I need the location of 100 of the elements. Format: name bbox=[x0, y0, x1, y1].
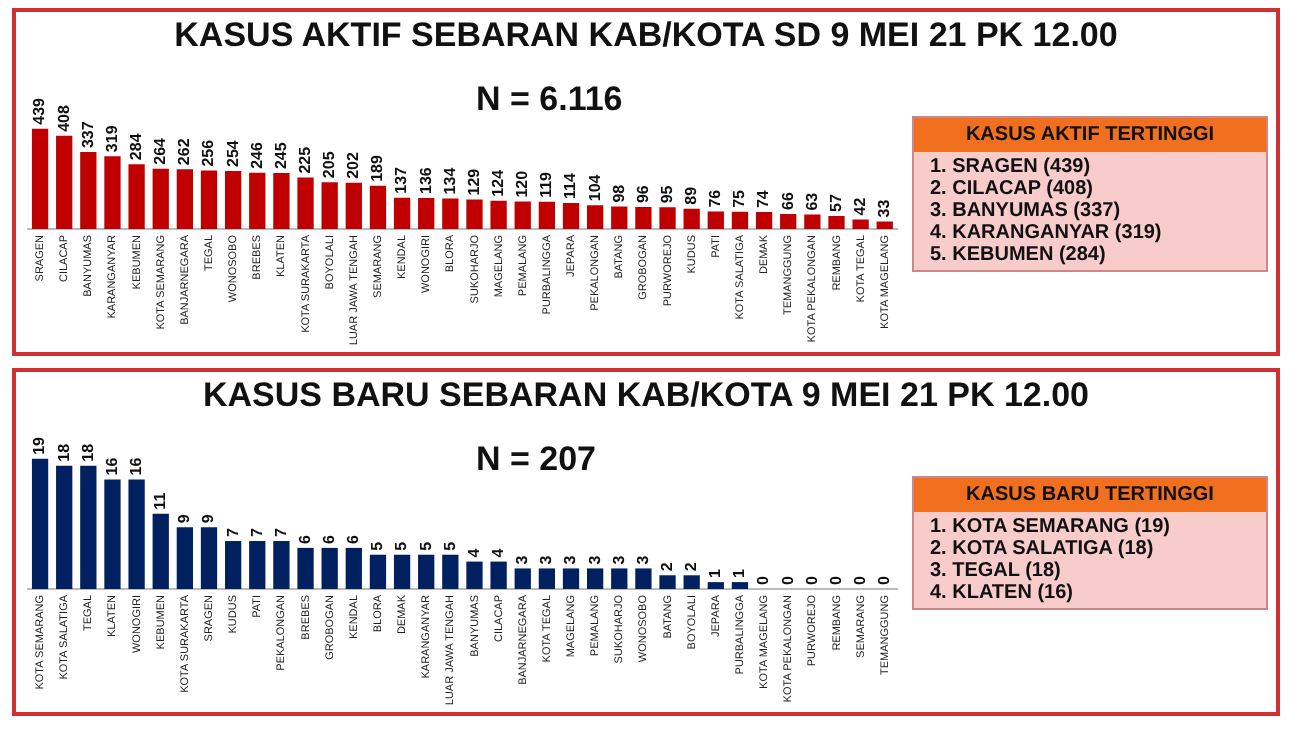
bar bbox=[466, 561, 483, 589]
bar bbox=[635, 207, 652, 229]
data-label: 16 bbox=[102, 456, 121, 476]
data-label: 74 bbox=[754, 189, 773, 209]
bar bbox=[393, 197, 411, 229]
data-label: 5 bbox=[368, 540, 387, 551]
bar bbox=[490, 561, 507, 589]
bar bbox=[562, 568, 580, 589]
data-label: 256 bbox=[199, 138, 218, 167]
data-label: 0 bbox=[802, 574, 821, 585]
bar bbox=[514, 201, 531, 229]
data-label: 137 bbox=[392, 165, 411, 194]
bar bbox=[804, 214, 821, 229]
data-label: 262 bbox=[175, 137, 194, 166]
chart-title: KASUS BARU SEBARAN KAB/KOTA 9 MEI 21 PK 12.00 bbox=[200, 376, 1092, 416]
data-label: 7 bbox=[247, 527, 266, 538]
data-label: 11 bbox=[151, 491, 170, 510]
text: 1. SRAGEN (439) bbox=[930, 156, 1093, 178]
bar bbox=[80, 152, 97, 229]
data-label: 3 bbox=[585, 554, 604, 565]
bar bbox=[200, 170, 218, 229]
bar bbox=[345, 547, 362, 589]
data-label: 284 bbox=[127, 132, 146, 161]
data-label: 95 bbox=[657, 184, 676, 204]
bar bbox=[104, 479, 121, 589]
text: 2. KOTA SALATIGA (18) bbox=[930, 538, 1156, 560]
bar bbox=[562, 202, 580, 229]
data-label: 3 bbox=[561, 554, 580, 565]
bar bbox=[514, 568, 531, 589]
text: 1. KOTA SEMARANG (19) bbox=[930, 516, 1173, 538]
data-label: 0 bbox=[826, 574, 845, 585]
data-label: 4 bbox=[464, 547, 483, 558]
bar bbox=[297, 177, 314, 229]
data-label: 42 bbox=[851, 196, 870, 216]
data-label: 408 bbox=[54, 104, 73, 132]
bar bbox=[731, 582, 749, 589]
bar bbox=[224, 541, 242, 589]
text: KASUS BARU TERTINGGI bbox=[914, 478, 1266, 512]
data-label: 98 bbox=[609, 183, 628, 203]
bar bbox=[321, 182, 338, 229]
bar bbox=[587, 568, 604, 589]
text: 4. KLATEN (16) bbox=[930, 582, 1075, 604]
bar bbox=[369, 185, 387, 229]
bar bbox=[56, 465, 73, 589]
data-label: 6 bbox=[320, 533, 339, 544]
text: KASUS AKTIF TERTINGGI bbox=[914, 118, 1266, 152]
bar bbox=[490, 200, 507, 229]
text: 3. TEGAL (18) bbox=[930, 560, 1063, 582]
bar bbox=[128, 479, 145, 589]
bar bbox=[707, 582, 724, 589]
data-label: 254 bbox=[223, 139, 242, 167]
data-label: 1 bbox=[730, 568, 749, 579]
data-label: 3 bbox=[609, 554, 628, 565]
bar bbox=[31, 458, 49, 589]
bar bbox=[56, 135, 73, 229]
bar bbox=[755, 212, 773, 229]
data-label: 96 bbox=[633, 184, 652, 204]
bar bbox=[152, 513, 169, 589]
data-label: 439 bbox=[30, 96, 49, 125]
data-label: 104 bbox=[585, 173, 604, 202]
bar bbox=[659, 207, 676, 229]
text: 4. KARANGANYAR (319) bbox=[930, 222, 1164, 244]
bar bbox=[345, 182, 362, 229]
chart-subtitle: N = 207 bbox=[476, 440, 597, 480]
data-label: 6 bbox=[295, 533, 314, 544]
data-label: 3 bbox=[513, 554, 532, 565]
bar bbox=[442, 198, 459, 229]
bar bbox=[852, 219, 869, 229]
bar bbox=[249, 172, 266, 229]
bar bbox=[80, 465, 97, 589]
data-label: 9 bbox=[175, 513, 194, 524]
data-label: 319 bbox=[102, 124, 121, 153]
bar bbox=[442, 554, 459, 589]
bar bbox=[273, 173, 290, 229]
data-label: 129 bbox=[464, 167, 483, 196]
data-label: 0 bbox=[778, 574, 797, 585]
data-label: 114 bbox=[561, 172, 580, 199]
data-label: 225 bbox=[295, 145, 314, 174]
bar bbox=[321, 547, 338, 589]
bar bbox=[876, 221, 893, 229]
chart-title: KASUS AKTIF SEBARAN KAB/KOTA SD 9 MEI 21 PK 12.00 bbox=[172, 16, 1120, 56]
bar bbox=[393, 554, 411, 589]
data-label: 2 bbox=[682, 561, 701, 572]
data-label: 19 bbox=[30, 435, 49, 455]
data-label: 18 bbox=[78, 442, 97, 462]
bar bbox=[176, 527, 194, 589]
data-label: 7 bbox=[223, 527, 242, 538]
data-label: 4 bbox=[489, 547, 508, 558]
data-label: 0 bbox=[754, 574, 773, 585]
data-label: 63 bbox=[802, 191, 821, 211]
bar bbox=[683, 575, 700, 589]
data-label: 2 bbox=[657, 561, 676, 572]
bar bbox=[128, 164, 145, 229]
data-label: 0 bbox=[875, 574, 894, 585]
data-label: 5 bbox=[416, 540, 435, 551]
chart-subtitle: N = 6.116 bbox=[476, 80, 623, 120]
bar bbox=[104, 156, 121, 229]
data-label: 0 bbox=[851, 574, 870, 585]
data-label: 246 bbox=[247, 141, 266, 169]
bar bbox=[418, 197, 435, 229]
